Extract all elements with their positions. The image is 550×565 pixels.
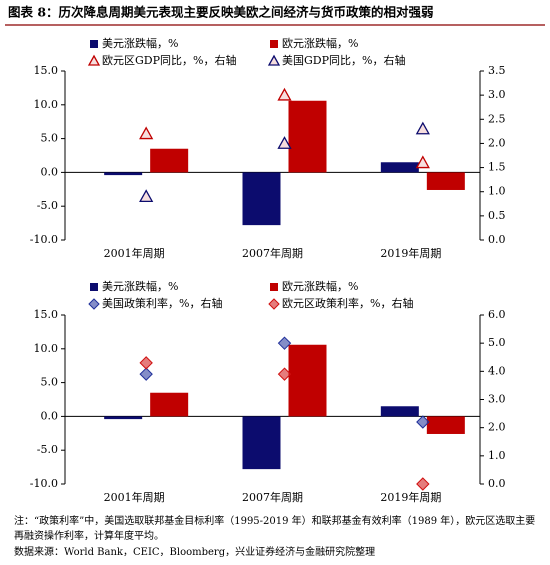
legend-label: 美国政策利率，%，右轴 — [102, 296, 222, 310]
y2-tick-label: 1.5 — [488, 161, 506, 174]
y2-tick-label: 2.5 — [488, 112, 506, 125]
bar — [380, 406, 419, 417]
y-tick-label: -10.0 — [30, 233, 58, 246]
legend-label: 美国GDP同比，%，右轴 — [282, 53, 405, 67]
y-tick-label: 15.0 — [34, 308, 59, 321]
y-tick-label: -5.0 — [37, 443, 58, 456]
marker-diamond — [88, 298, 100, 310]
marker-diamond — [416, 415, 430, 429]
x-tick-label: 2019年周期 — [380, 246, 441, 260]
y-tick-label: 0.0 — [41, 409, 59, 422]
y2-tick-label: 0.5 — [488, 209, 506, 222]
bar — [242, 172, 281, 226]
legend-swatch — [270, 283, 278, 291]
chart-title: 图表 8：历次降息周期美元表现主要反映美欧之间经济与货币政策的相对强弱 — [8, 5, 434, 20]
y-tick-label: 0.0 — [41, 165, 59, 178]
legend-label: 欧元涨跌幅，% — [282, 279, 358, 293]
marker-diamond — [139, 367, 153, 381]
y2-tick-label: 6.0 — [488, 308, 506, 321]
marker-triangle — [277, 87, 292, 101]
y2-tick-label: 3.0 — [488, 393, 506, 406]
y2-tick-label: 5.0 — [488, 336, 506, 349]
chart: 图表 8：历次降息周期美元表现主要反映美欧之间经济与货币政策的相对强弱 -10.… — [5, 5, 545, 504]
bar — [426, 172, 465, 190]
marker-triangle — [139, 126, 154, 140]
bar — [288, 100, 327, 173]
y-tick-label: 5.0 — [41, 376, 59, 389]
note: 注：“政策利率”中，美国选取联邦基金目标利率（1995-2019 年）和联邦基金… — [14, 516, 536, 542]
x-tick-label: 2001年周期 — [104, 246, 165, 260]
legend-label: 欧元区政策利率，%，右轴 — [282, 296, 413, 310]
legend-swatch — [90, 40, 98, 48]
y2-tick-label: 3.0 — [488, 88, 506, 101]
marker-triangle — [139, 189, 154, 202]
marker-diamond — [139, 356, 153, 370]
marker-diamond — [277, 367, 292, 381]
legend-swatch — [90, 283, 98, 291]
legend-label: 美元涨跌幅，% — [102, 36, 178, 50]
legend-label: 欧元涨跌幅，% — [282, 36, 358, 50]
y-tick-label: 15.0 — [34, 64, 59, 77]
y-tick-label: -10.0 — [30, 477, 58, 490]
x-tick-label: 2001年周期 — [104, 490, 165, 504]
marker-triangle — [277, 136, 292, 149]
marker-diamond — [416, 477, 430, 491]
marker-diamond — [268, 298, 280, 310]
y2-tick-label: 2.0 — [488, 136, 506, 149]
bar — [242, 416, 281, 470]
x-tick-label: 2019年周期 — [380, 490, 441, 504]
y-tick-label: -5.0 — [37, 199, 58, 212]
y2-tick-label: 1.0 — [488, 185, 506, 198]
marker-triangle — [415, 121, 430, 135]
marker-triangle — [87, 54, 101, 66]
bar — [150, 392, 189, 417]
y2-tick-label: 0.0 — [488, 233, 506, 246]
bar — [104, 416, 143, 420]
bar — [380, 162, 419, 173]
y2-tick-label: 2.0 — [488, 421, 506, 434]
legend-label: 欧元区GDP同比，%，右轴 — [102, 53, 236, 67]
y-tick-label: 5.0 — [41, 132, 59, 145]
marker-diamond — [277, 336, 292, 350]
y-tick-label: 10.0 — [34, 98, 59, 111]
marker-triangle — [267, 54, 281, 66]
y2-tick-label: 4.0 — [488, 364, 506, 377]
marker-triangle — [415, 155, 430, 169]
y2-tick-label: 0.0 — [488, 477, 506, 490]
y2-tick-label: 1.0 — [488, 449, 506, 462]
bar — [150, 148, 189, 173]
bar — [288, 344, 327, 417]
source: 数据来源：World Bank，CEIC，Bloomberg，兴业证券经济与金融… — [14, 547, 376, 558]
legend-swatch — [270, 40, 278, 48]
y-tick-label: 10.0 — [34, 342, 59, 355]
legend-label: 美元涨跌幅，% — [102, 279, 178, 293]
y2-tick-label: 3.5 — [488, 64, 506, 77]
x-tick-label: 2007年周期 — [242, 246, 303, 260]
x-tick-label: 2007年周期 — [242, 490, 303, 504]
bar — [426, 416, 465, 434]
bar — [104, 172, 143, 176]
